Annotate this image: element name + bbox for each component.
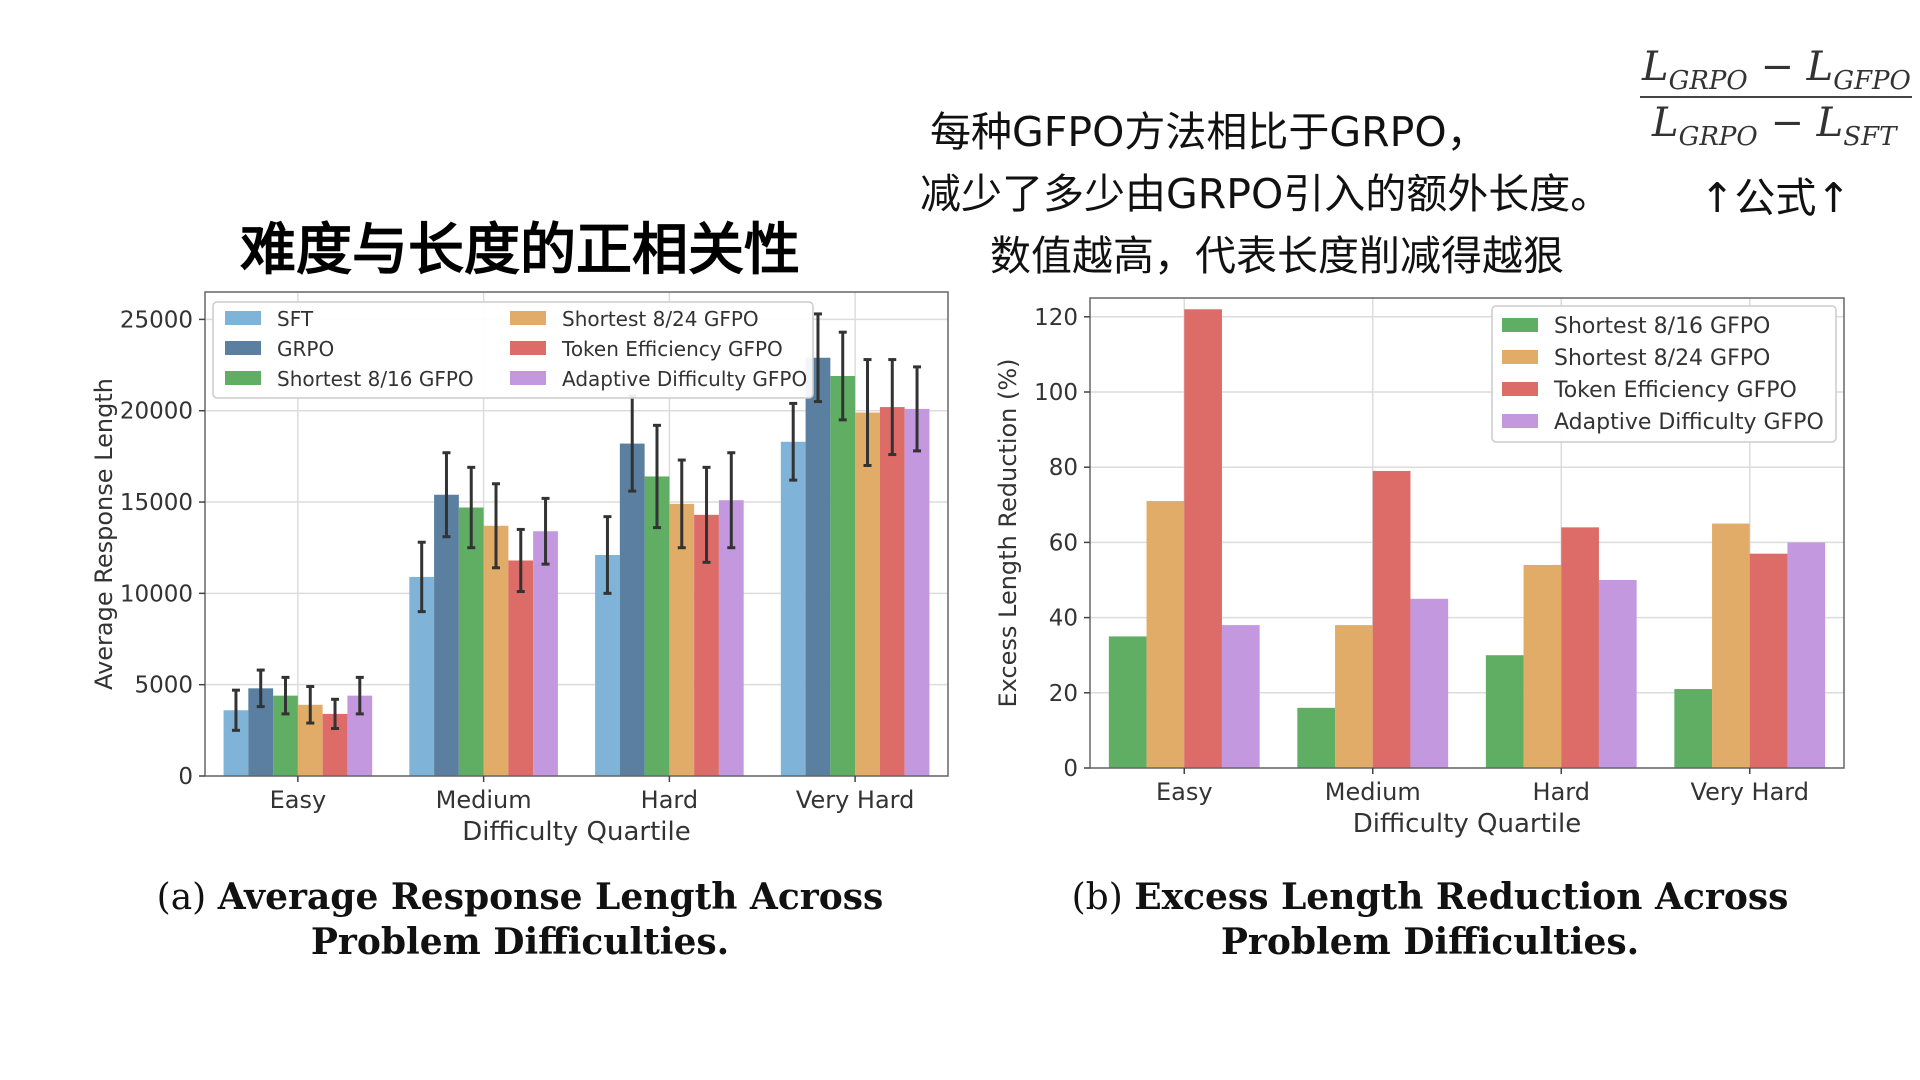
bar-shortest-8-24-gfpo-medium	[1335, 625, 1373, 768]
annotation-line-1: 每种GFPO方法相比于GRPO，	[930, 108, 1488, 156]
caption-a: (a) Average Response Length Across Probl…	[156, 876, 884, 963]
y-tick-label: 10000	[120, 581, 193, 607]
y-tick-label: 15000	[120, 490, 193, 516]
y-tick-label: 0	[178, 764, 193, 790]
legend-swatch-token-efficiency-gfpo	[510, 341, 546, 355]
legend-label-shortest-8-16-gfpo: Shortest 8/16 GFPO	[1554, 314, 1770, 339]
x-axis-label: Difficulty Quartile	[1353, 809, 1581, 839]
legend-label-adaptive-difficulty-gfpo: Adaptive Difficulty GFPO	[562, 367, 807, 391]
legend-label-token-efficiency-gfpo: Token Efficiency GFPO	[561, 337, 783, 361]
legend-label-adaptive-difficulty-gfpo: Adaptive Difficulty GFPO	[1554, 410, 1824, 435]
bar-token-efficiency-gfpo-easy	[1184, 309, 1222, 768]
bar-grpo-very-hard	[805, 357, 831, 776]
x-tick-label: Hard	[641, 786, 698, 814]
chart-excess-length-reduction: 0 20 40 60 80 100 120 Easy Medium Hard Very Hard Di…	[994, 297, 1845, 839]
x-tick-label: Easy	[270, 786, 327, 814]
y-tick-label: 25000	[120, 307, 193, 333]
plot-frame	[1089, 297, 1845, 769]
bar-shortest-8-16-gfpo-medium	[458, 507, 484, 776]
bar-adaptive-difficulty-gfpo-medium	[1410, 598, 1449, 768]
y-tick-label: 0	[1063, 756, 1078, 782]
y-axis-label: Average Response Length	[90, 378, 118, 690]
bar-shortest-8-16-gfpo-easy	[1108, 636, 1147, 768]
legend-label-token-efficiency-gfpo: Token Efficiency GFPO	[1553, 378, 1797, 403]
legend-swatch-shortest-8-24-gfpo	[510, 311, 546, 325]
bar-shortest-8-16-gfpo-medium	[1297, 707, 1336, 768]
legend-label-shortest-8-16-gfpo: Shortest 8/16 GFPO	[277, 367, 474, 391]
legend-box	[1491, 305, 1837, 443]
annotation-line-3: 数值越高，代表长度削减得越狠	[990, 232, 1564, 280]
y-tick-label: 20	[1049, 681, 1078, 707]
bar-shortest-8-24-gfpo-hard	[669, 503, 695, 776]
chart-average-response-length: 0 5000 10000 15000 20000 25000 Easy Medium Hard V…	[90, 291, 949, 847]
legend-label-grpo: GRPO	[277, 337, 334, 361]
bar-grpo-medium	[434, 494, 459, 776]
bar-adaptive-difficulty-gfpo-very-hard	[1787, 542, 1826, 768]
bar-shortest-8-16-gfpo-very-hard	[830, 376, 856, 776]
bar-token-efficiency-gfpo-hard	[1561, 527, 1599, 768]
page-title: 难度与长度的正相关性	[240, 218, 800, 283]
y-tick-label: 40	[1049, 606, 1078, 632]
y-tick-label: 60	[1049, 530, 1078, 556]
plot-frame	[204, 291, 949, 777]
bar-shortest-8-16-gfpo-hard	[1485, 655, 1524, 768]
bar-adaptive-difficulty-gfpo-hard	[1598, 580, 1637, 768]
x-axis-label: Difficulty Quartile	[462, 817, 690, 847]
y-tick-label: 120	[1034, 305, 1078, 331]
bar-shortest-8-24-gfpo-very-hard	[855, 412, 880, 776]
legend-label-sft: SFT	[277, 307, 314, 331]
x-tick-label: Easy	[1156, 778, 1213, 806]
bar-shortest-8-24-gfpo-hard	[1523, 564, 1562, 768]
bar-sft-very-hard	[780, 441, 806, 776]
legend-swatch-shortest-8-16-gfpo	[225, 371, 261, 385]
y-tick-label: 80	[1049, 455, 1078, 481]
legend-swatch-shortest-8-24-gfpo	[1502, 350, 1538, 364]
bar-adaptive-difficulty-gfpo-medium	[533, 531, 558, 776]
legend-swatch-grpo	[225, 341, 261, 355]
bar-shortest-8-24-gfpo-very-hard	[1712, 523, 1750, 768]
caption-b: (b) Excess Length Reduction Across Probl…	[1071, 876, 1789, 963]
annotation-line-2: 减少了多少由GRPO引入的额外长度。	[920, 170, 1612, 218]
legend-label-shortest-8-24-gfpo: Shortest 8/24 GFPO	[1554, 346, 1770, 371]
bar-grpo-hard	[619, 443, 645, 776]
formula-numerator: LGRPO − LGFPO	[1642, 44, 1911, 96]
formula-label: ↑公式↑	[1700, 174, 1851, 222]
legend-label-shortest-8-24-gfpo: Shortest 8/24 GFPO	[562, 307, 759, 331]
formula-fraction-line	[1640, 96, 1912, 98]
bar-token-efficiency-gfpo-very-hard	[879, 407, 905, 776]
y-tick-label: 5000	[134, 673, 193, 699]
x-tick-label: Very Hard	[1691, 778, 1809, 806]
bar-token-efficiency-gfpo-very-hard	[1749, 553, 1788, 768]
bar-token-efficiency-gfpo-medium	[1372, 470, 1411, 768]
y-tick-label: 20000	[120, 399, 193, 425]
bar-token-efficiency-gfpo-medium	[508, 560, 534, 776]
x-tick-label: Medium	[436, 786, 532, 814]
bar-adaptive-difficulty-gfpo-very-hard	[904, 408, 930, 776]
legend-swatch-token-efficiency-gfpo	[1502, 382, 1538, 396]
x-tick-label: Medium	[1325, 778, 1421, 806]
y-axis-label: Excess Length Reduction (%)	[994, 358, 1022, 707]
x-tick-label: Hard	[1533, 778, 1590, 806]
legend-swatch-sft	[225, 311, 261, 325]
bar-shortest-8-24-gfpo-easy	[1146, 501, 1185, 768]
legend-swatch-adaptive-difficulty-gfpo	[1502, 414, 1538, 428]
x-tick-label: Very Hard	[796, 786, 914, 814]
y-tick-label: 100	[1034, 380, 1078, 406]
legend-swatch-adaptive-difficulty-gfpo	[510, 371, 546, 385]
bar-adaptive-difficulty-gfpo-easy	[1221, 625, 1260, 768]
bar-shortest-8-16-gfpo-very-hard	[1674, 689, 1713, 768]
formula-denominator: LGRPO − LSFT	[1652, 100, 1897, 152]
legend-swatch-shortest-8-16-gfpo	[1502, 318, 1538, 332]
